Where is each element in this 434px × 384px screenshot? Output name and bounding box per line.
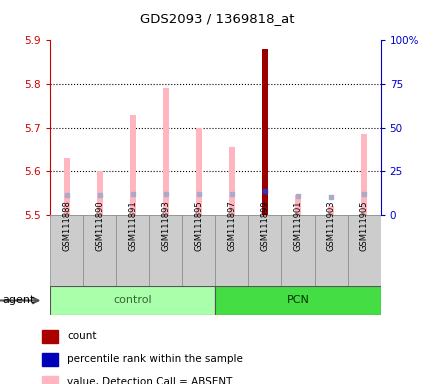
Bar	[43, 376, 58, 384]
Bar	[228, 147, 234, 215]
Text: GSM111903: GSM111903	[326, 200, 335, 251]
Bar	[347, 215, 380, 286]
Bar	[327, 206, 333, 215]
Bar	[96, 171, 102, 215]
Text: control: control	[113, 295, 151, 306]
Bar	[162, 88, 168, 215]
Text: GSM111893: GSM111893	[161, 200, 170, 251]
Bar	[50, 215, 83, 286]
Bar	[182, 215, 215, 286]
Bar	[294, 195, 300, 215]
Text: value, Detection Call = ABSENT: value, Detection Call = ABSENT	[67, 377, 232, 384]
Text: GSM111891: GSM111891	[128, 200, 137, 251]
Bar	[360, 134, 366, 215]
Bar	[43, 330, 58, 343]
Bar	[116, 215, 149, 286]
Bar	[195, 127, 201, 215]
Text: GDS2093 / 1369818_at: GDS2093 / 1369818_at	[140, 12, 294, 25]
Bar	[50, 286, 215, 315]
Bar	[83, 215, 116, 286]
Text: GSM111890: GSM111890	[95, 200, 104, 251]
Text: percentile rank within the sample: percentile rank within the sample	[67, 354, 243, 364]
Bar	[63, 158, 69, 215]
Text: GSM111895: GSM111895	[194, 200, 203, 251]
Bar	[248, 215, 281, 286]
Text: GSM111899: GSM111899	[260, 200, 269, 251]
Text: GSM111905: GSM111905	[359, 200, 368, 251]
Bar	[281, 215, 314, 286]
Text: agent: agent	[2, 295, 34, 306]
Bar	[149, 215, 182, 286]
Text: GSM111897: GSM111897	[227, 200, 236, 251]
Text: GSM111888: GSM111888	[62, 200, 71, 251]
Bar	[129, 114, 135, 215]
Text: GSM111901: GSM111901	[293, 200, 302, 251]
Bar	[314, 215, 347, 286]
Bar	[215, 215, 248, 286]
Bar	[43, 353, 58, 366]
Bar	[261, 49, 267, 215]
Text: count: count	[67, 331, 97, 341]
Bar	[215, 286, 380, 315]
Text: PCN: PCN	[286, 295, 309, 306]
